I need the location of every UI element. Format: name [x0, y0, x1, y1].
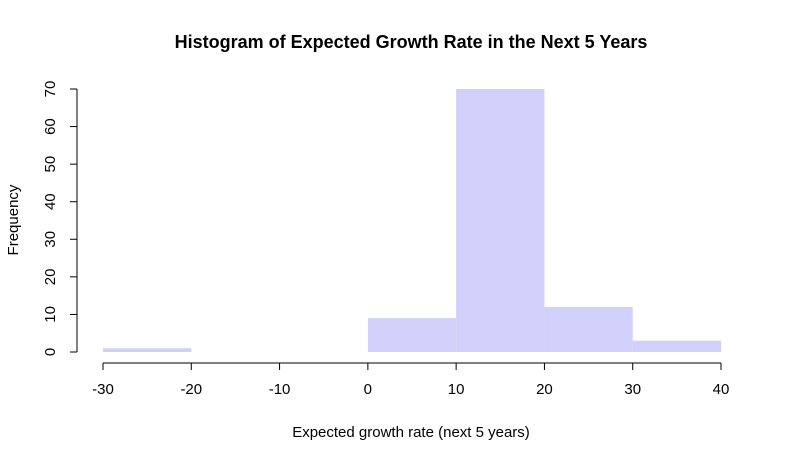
- x-tick-label-4: 10: [448, 381, 465, 398]
- y-tick-label-4: 40: [42, 193, 59, 210]
- x-tick-label-7: 40: [713, 381, 730, 398]
- x-tick-label-6: 30: [624, 381, 641, 398]
- x-axis-label: Expected growth rate (next 5 years): [292, 424, 530, 441]
- chart-title: Histogram of Expected Growth Rate in the…: [175, 32, 648, 52]
- x-axis: -30 -20 -10 0 10 20 30 40: [92, 362, 730, 398]
- bars-group: [103, 89, 721, 352]
- x-tick-label-0: -30: [92, 381, 114, 398]
- y-tick-label-0: 0: [42, 348, 59, 356]
- histogram-bar-5: [544, 306, 633, 352]
- y-tick-label-3: 30: [42, 231, 59, 248]
- x-tick-label-5: 20: [536, 381, 553, 398]
- x-tick-label-3: 0: [364, 381, 372, 398]
- y-tick-label-5: 50: [42, 156, 59, 173]
- y-tick-label-1: 10: [42, 306, 59, 323]
- y-tick-label-7: 70: [42, 81, 59, 98]
- histogram-bar-3: [367, 318, 457, 352]
- y-tick-label-6: 60: [42, 118, 59, 135]
- x-tick-label-1: -20: [180, 381, 202, 398]
- histogram-bar-4: [456, 89, 545, 352]
- x-tick-label-2: -10: [269, 381, 291, 398]
- histogram-bar-0: [103, 348, 192, 352]
- y-tick-label-2: 20: [42, 269, 59, 286]
- y-axis-label: Frequency: [5, 184, 22, 255]
- y-axis: 0 10 20 30 40 50 60 70: [42, 81, 78, 356]
- histogram-bar-6: [632, 340, 721, 352]
